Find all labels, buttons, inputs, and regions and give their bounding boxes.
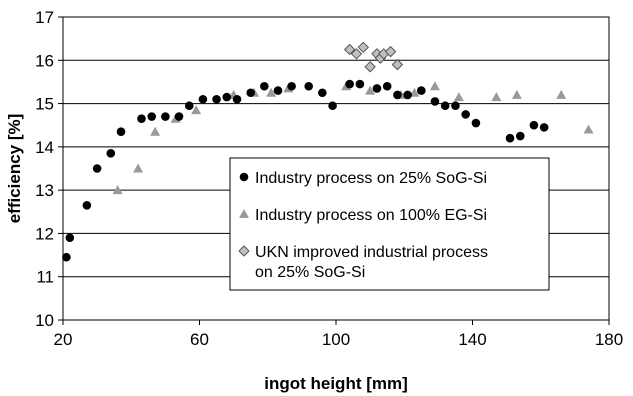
series-circle [62,79,549,262]
triangle-data-point [429,81,440,91]
circle-data-point [372,84,382,93]
triangle-data-point [511,89,522,99]
legend-label: Industry process on 100% EG-Si [255,207,487,224]
triangle-data-point [491,92,502,102]
legend-marker-triangle [239,209,249,218]
circle-data-point [212,94,221,104]
circle-data-point [273,86,283,95]
y-tick-label: 14 [35,138,54,157]
diamond-data-point [384,45,397,58]
y-tick-label: 16 [35,51,54,70]
triangle-data-point [133,163,144,173]
triangle-data-point [453,92,464,102]
x-tick-label: 140 [458,330,486,349]
legend: Industry process on 25% SoG-Si Industry p… [229,157,550,291]
circle-data-point [505,133,515,143]
y-tick-label: 13 [35,181,54,200]
circle-data-point [198,94,208,104]
y-tick-label: 17 [35,8,54,27]
triangle-data-point [409,87,420,97]
circle-data-point [355,79,365,89]
legend-label: Industry process on 25% SoG-Si [255,170,487,187]
circle-data-point [345,79,354,89]
circle-data-point [451,101,460,111]
triangle-data-point [365,85,376,95]
data-points [62,41,594,262]
circle-data-point [471,118,481,128]
triangle-data-point [556,89,567,99]
y-tick-label: 11 [36,268,54,287]
y-axis-title: efficiency [%] [5,114,24,224]
circle-data-point [82,200,92,210]
circle-data-point [382,81,392,91]
circle-data-point [161,112,170,121]
triangle-data-point [583,124,594,134]
diamond-data-point [350,48,363,60]
circle-data-point [539,123,549,132]
circle-data-point [106,149,116,158]
circle-data-point [260,81,269,91]
circle-data-point [318,88,327,98]
triangle-data-point [112,185,123,195]
legend-box [229,157,550,291]
circle-data-point [430,97,440,106]
diamond-data-point [391,58,404,71]
series-diamond [343,41,404,73]
circle-data-point [116,127,126,137]
circle-data-point [147,112,157,121]
circle-data-point [232,94,242,104]
diamond-data-point [343,43,356,56]
x-tick-label: 60 [190,330,209,349]
circle-data-point [287,81,296,91]
x-tick-label: 180 [595,330,623,349]
y-tick-label: 12 [35,224,54,243]
triangle-data-point [150,126,161,136]
circle-data-point [62,252,71,262]
legend-marker-diamond [238,245,250,257]
circle-data-point [417,86,426,95]
circle-data-point [65,233,75,243]
y-axis-ticks: 10 11 12 13 14 15 16 17 [35,8,63,330]
x-axis-ticks: 20 60 100 140 180 [54,320,623,349]
circle-data-point [246,88,255,98]
circle-data-point [440,101,450,111]
x-tick-label: 20 [54,330,73,349]
legend-label: on 25% SoG-Si [255,264,365,281]
circle-data-point [92,164,102,173]
y-tick-label: 10 [35,311,54,330]
circle-data-point [174,112,184,121]
circle-data-point [515,131,525,141]
circle-data-point [222,92,232,102]
circle-data-point [393,90,402,100]
circle-data-point [304,81,314,91]
circle-data-point [328,101,337,111]
circle-data-point [137,114,146,124]
circle-data-point [529,120,539,130]
triangle-data-point [191,105,202,115]
y-tick-label: 15 [35,95,54,114]
x-axis-title: ingot height [mm] [264,374,408,393]
circle-data-point [184,101,194,111]
legend-label: UKN improved industrial process [255,244,488,261]
circle-data-point [461,110,470,119]
diamond-data-point [357,41,370,54]
diamond-data-point [364,61,376,73]
circle-data-point [403,90,412,100]
x-tick-label: 100 [322,330,350,349]
legend-marker-circle [239,172,249,182]
triangle-data-point [266,87,277,97]
